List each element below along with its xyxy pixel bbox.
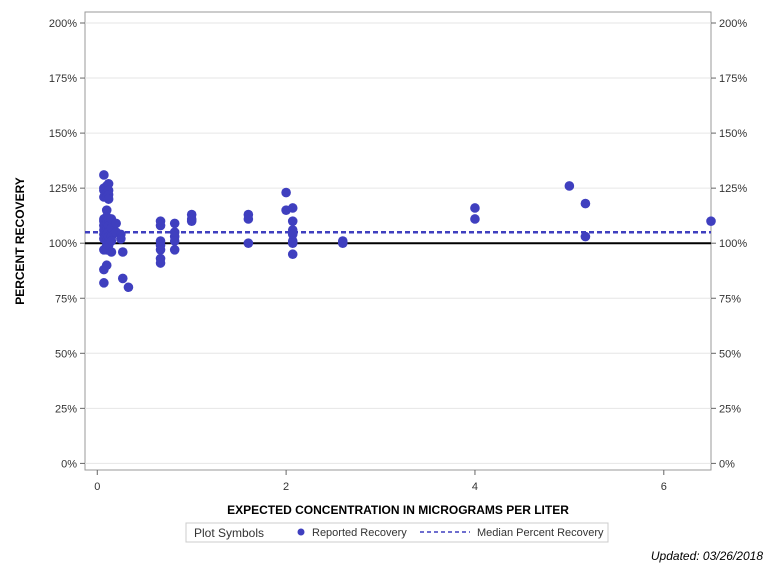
- y-tick-label-right: 75%: [719, 293, 741, 305]
- reported-recovery-point: [470, 214, 480, 224]
- data-points: [99, 170, 716, 293]
- reported-recovery-point: [287, 203, 298, 213]
- y-tick-label-left: 25%: [55, 403, 77, 415]
- reported-recovery-point: [106, 236, 117, 246]
- legend-label-reported-recovery: Reported Recovery: [312, 527, 407, 539]
- x-axis-title: EXPECTED CONCENTRATION IN MICROGRAMS PER…: [227, 503, 569, 517]
- x-tick-label: 0: [94, 481, 100, 493]
- legend-title: Plot Symbols: [194, 526, 264, 540]
- y-tick-label-left: 0%: [61, 458, 77, 470]
- reported-recovery-point: [580, 198, 591, 209]
- reported-recovery-point: [169, 218, 180, 229]
- y-tick-label-right: 50%: [719, 348, 741, 360]
- x-tick-label: 2: [283, 481, 289, 493]
- y-tick-label-right: 175%: [719, 73, 747, 85]
- plot-frame: [84, 11, 712, 471]
- reported-recovery-point: [117, 273, 128, 284]
- reported-recovery-point: [116, 233, 126, 244]
- legend-label-median-recovery: Median Percent Recovery: [477, 527, 604, 539]
- updated-footnote: Updated: 03/26/2018: [651, 549, 763, 563]
- reported-recovery-point: [101, 205, 112, 215]
- grid-lines: [85, 22, 711, 464]
- y-tick-label-left: 50%: [55, 348, 77, 360]
- reported-recovery-point: [169, 236, 180, 246]
- reported-recovery-point: [103, 194, 114, 204]
- y-tick-label-left: 200%: [49, 18, 77, 30]
- reported-recovery-point: [337, 238, 348, 249]
- reported-recovery-point: [287, 216, 298, 226]
- reported-recovery-point: [243, 214, 254, 224]
- x-tick-label: 6: [661, 481, 667, 493]
- reported-recovery-point: [287, 238, 298, 249]
- reported-recovery-point: [123, 282, 134, 293]
- reported-recovery-point: [103, 178, 114, 189]
- reported-recovery-point: [470, 203, 480, 213]
- axis-ticks: 0% 0% 25% 25% 50% 50% 75% 75% 100% 100% 125% 125% 15…: [49, 18, 747, 493]
- reported-recovery-point: [106, 247, 117, 257]
- reported-recovery-point: [580, 231, 591, 242]
- y-tick-label-left: 125%: [49, 183, 77, 195]
- legend: Plot Symbols Reported Recovery Median Pe…: [185, 522, 609, 543]
- reported-recovery-point: [169, 245, 180, 255]
- reported-recovery-point: [155, 245, 166, 255]
- y-tick-label-left: 175%: [49, 73, 77, 85]
- y-tick-label-right: 100%: [719, 238, 747, 250]
- reference-lines: [85, 230, 711, 245]
- reported-recovery-point: [155, 258, 166, 268]
- y-tick-label-right: 0%: [719, 458, 735, 470]
- y-tick-label-left: 150%: [49, 128, 77, 140]
- reported-recovery-point: [101, 260, 112, 271]
- y-tick-label-right: 25%: [719, 403, 741, 415]
- y-tick-label-right: 125%: [719, 183, 747, 195]
- reported-recovery-point: [706, 216, 716, 226]
- reported-recovery-point: [155, 220, 166, 231]
- y-axis-title: PERCENT RECOVERY: [13, 177, 27, 305]
- reported-recovery-point: [117, 247, 128, 257]
- reported-recovery-point: [99, 278, 109, 288]
- y-tick-label-left: 75%: [55, 293, 77, 305]
- reported-recovery-point: [243, 238, 254, 249]
- x-tick-label: 4: [472, 481, 478, 493]
- reported-recovery-point: [99, 170, 109, 180]
- reported-recovery-point: [287, 229, 298, 240]
- y-tick-label-right: 150%: [719, 128, 747, 140]
- y-tick-label-right: 200%: [719, 18, 747, 30]
- legend-box: [185, 522, 609, 543]
- legend-marker-reported-recovery: [297, 528, 305, 536]
- reported-recovery-point: [186, 216, 197, 226]
- reported-recovery-point: [111, 218, 121, 229]
- y-tick-label-left: 100%: [49, 238, 77, 250]
- reported-recovery-point: [564, 181, 575, 191]
- reported-recovery-point: [281, 187, 291, 198]
- reported-recovery-point: [287, 249, 298, 260]
